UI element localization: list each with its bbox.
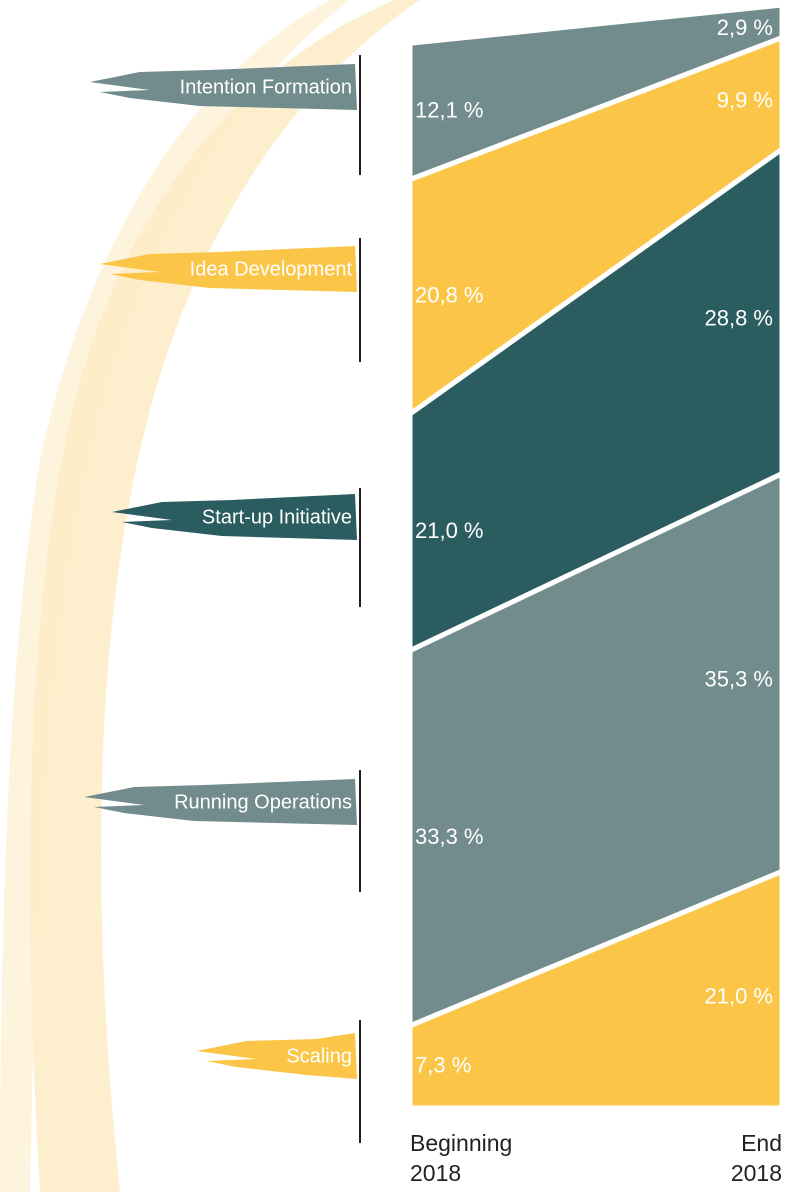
- value-label: 33,3 %: [415, 824, 484, 849]
- x-tick-label: Beginning 2018: [410, 1128, 512, 1188]
- value-label: 9,9 %: [717, 87, 773, 112]
- value-label: 12,1 %: [415, 97, 484, 122]
- value-label: 2,9 %: [717, 15, 773, 40]
- x-tick-label: End 2018: [731, 1128, 782, 1188]
- legend-label: Idea Development: [190, 258, 353, 280]
- legend-label: Intention Formation: [180, 76, 352, 98]
- legend-label: Scaling: [286, 1045, 352, 1067]
- chart: 12,1 % 2,9 % Intention Formation 20,8 % 9,9 …: [0, 0, 796, 1192]
- value-label: 7,3 %: [415, 1053, 471, 1078]
- value-label: 28,8 %: [705, 305, 774, 330]
- legend-label: Start-up Initiative: [202, 506, 352, 528]
- value-label: 35,3 %: [705, 666, 774, 691]
- page: 12,1 % 2,9 % Intention Formation 20,8 % 9,9 …: [0, 0, 796, 1192]
- value-label: 21,0 %: [415, 518, 484, 543]
- value-label: 21,0 %: [705, 984, 774, 1009]
- value-label: 20,8 %: [415, 283, 484, 308]
- background-swoosh: [30, 0, 420, 1192]
- legend-label: Running Operations: [174, 791, 352, 813]
